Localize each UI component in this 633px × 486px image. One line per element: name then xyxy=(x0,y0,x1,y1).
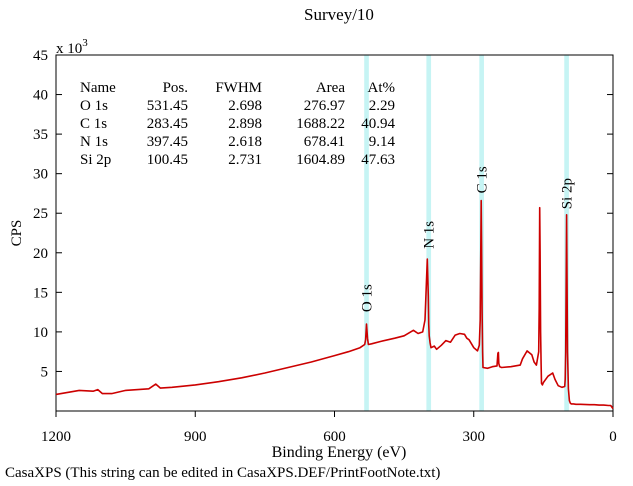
x-tick-label: 600 xyxy=(323,429,346,445)
quantification-table: Name Pos. FWHM Area At% O 1s 531.45 2.698 276.97… xyxy=(80,80,396,168)
spectrum-series xyxy=(55,199,614,410)
spectrum-line xyxy=(55,199,614,410)
peak-label: Si 2p xyxy=(560,178,576,209)
peak-label: O 1s xyxy=(360,284,376,312)
table-cell: O 1s xyxy=(80,98,108,114)
peak-labels: O 1s N 1s C 1s Si 2p xyxy=(360,166,576,312)
y-tick-label: 15 xyxy=(33,285,48,301)
y-multiplier-base: x 10 xyxy=(56,41,82,57)
table-cell: 40.94 xyxy=(361,116,395,132)
x-axis: 1200 900 600 300 0 xyxy=(41,411,617,445)
region-band xyxy=(364,55,369,411)
table-cell: 47.63 xyxy=(361,152,395,168)
y-axis-label: CPS xyxy=(9,220,25,247)
y-tick-label: 20 xyxy=(33,246,48,262)
y-tick-label: 25 xyxy=(33,206,48,222)
chart-title: Survey/10 xyxy=(304,5,374,24)
table-cell: Si 2p xyxy=(80,152,111,168)
table-cell: C 1s xyxy=(80,116,107,132)
x-axis-label: Binding Energy (eV) xyxy=(272,444,407,461)
x-tick-label: 0 xyxy=(609,429,617,445)
y-tick-label: 45 xyxy=(33,48,48,64)
table-cell: 2.698 xyxy=(228,98,262,114)
y-multiplier-exponent: 3 xyxy=(82,37,88,49)
y-tick-label: 30 xyxy=(33,167,48,183)
x-tick-label: 1200 xyxy=(41,429,71,445)
table-header: FWHM xyxy=(215,80,262,96)
x-tick-label: 900 xyxy=(184,429,207,445)
table-cell: 2.898 xyxy=(228,116,262,132)
y-tick-label: 5 xyxy=(41,364,49,380)
x-tick-label: 300 xyxy=(463,429,486,445)
region-band xyxy=(426,55,432,411)
table-cell: 2.618 xyxy=(228,134,262,150)
table-cell: 2.29 xyxy=(369,98,395,114)
table-cell: 2.731 xyxy=(228,152,262,168)
table-cell: 397.45 xyxy=(147,134,188,150)
peak-label: N 1s xyxy=(422,221,438,249)
table-header: Pos. xyxy=(163,80,188,96)
table-cell: 276.97 xyxy=(304,98,346,114)
table-cell: 678.41 xyxy=(304,134,345,150)
table-header: Name xyxy=(80,80,116,96)
y-multiplier: x 103 xyxy=(56,37,88,57)
table-cell: 531.45 xyxy=(147,98,188,114)
peak-label: C 1s xyxy=(475,166,491,193)
y-tick-label: 35 xyxy=(33,127,48,143)
table-cell: 1688.22 xyxy=(296,116,345,132)
table-cell: 1604.89 xyxy=(296,152,345,168)
table-cell: N 1s xyxy=(80,134,108,150)
table-cell: 100.45 xyxy=(147,152,188,168)
y-tick-label: 10 xyxy=(33,325,48,341)
table-cell: 9.14 xyxy=(369,134,396,150)
y-axis: 5 10 15 20 25 30 35 40 45 xyxy=(33,48,613,380)
table-header: Area xyxy=(316,80,345,96)
footnote: CasaXPS (This string can be edited in Ca… xyxy=(5,465,440,481)
y-tick-label: 40 xyxy=(33,88,48,104)
table-cell: 283.45 xyxy=(147,116,188,132)
table-header: At% xyxy=(368,80,396,96)
